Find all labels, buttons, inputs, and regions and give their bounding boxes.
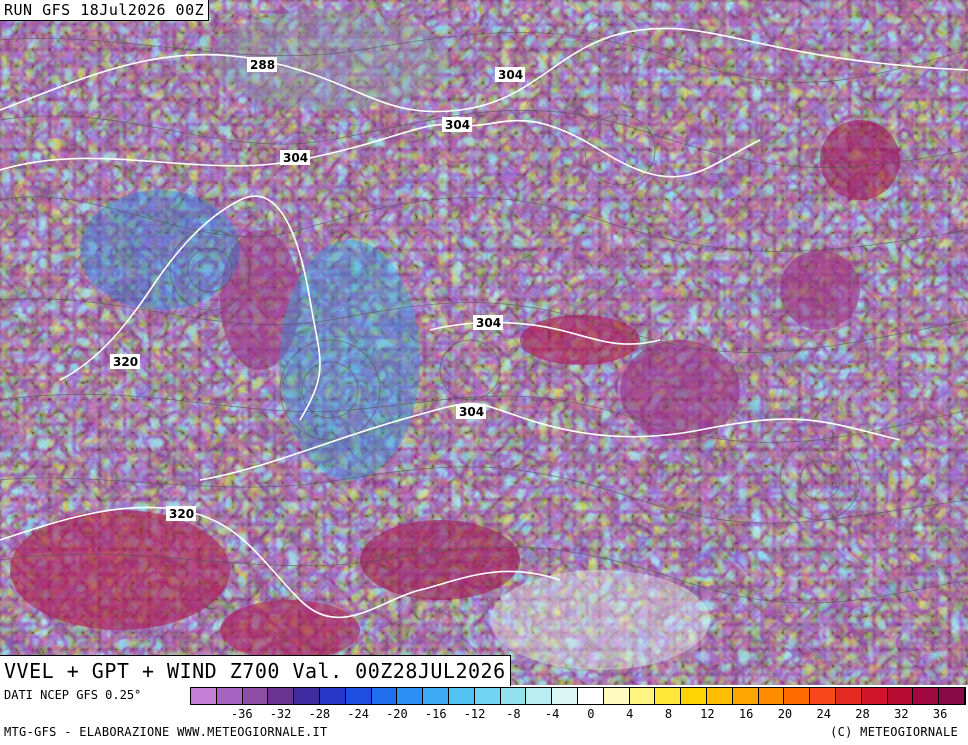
color-swatch (861, 688, 888, 704)
credit-label: MTG-GFS - ELABORAZIONE WWW.METEOGIORNALE… (4, 725, 328, 739)
color-swatch (294, 688, 320, 704)
contour-label: 320 (169, 507, 194, 521)
contour-label: 304 (445, 118, 470, 132)
color-swatch (835, 688, 862, 704)
color-swatch (423, 688, 449, 704)
copyright-label: (C) METEOGIORNALE (830, 725, 958, 739)
color-swatch (448, 688, 475, 704)
color-swatch (474, 688, 501, 704)
color-swatch (268, 688, 295, 704)
color-scale-tick: -20 (386, 707, 408, 721)
color-swatch (732, 688, 759, 704)
contour-label: 304 (459, 405, 484, 419)
color-swatch (577, 688, 604, 704)
contour-label: 288 (250, 58, 275, 72)
color-scale-tick: 36 (932, 707, 948, 721)
contour-label: 320 (113, 355, 138, 369)
color-swatch (319, 688, 346, 704)
wind-streamlines (0, 32, 968, 604)
contour-label: 304 (498, 68, 523, 82)
color-swatch (191, 688, 217, 704)
color-swatch (758, 688, 785, 704)
color-scale-tick: -32 (269, 707, 292, 721)
color-scale-tick: 16 (738, 707, 754, 721)
data-source-label: DATI NCEP GFS 0.25° (4, 688, 142, 702)
color-scale-tick: 24 (816, 707, 831, 721)
color-scale-tick: -36 (230, 707, 253, 721)
color-swatch (706, 688, 733, 704)
subsidence-regions (80, 10, 710, 670)
color-scale-tick: -24 (347, 707, 369, 721)
color-swatch (397, 688, 424, 704)
color-scale-tick: 12 (700, 707, 715, 721)
color-scale-tick: -16 (424, 707, 447, 721)
color-swatch (216, 688, 243, 704)
run-info: RUN GFS 18Jul2026 00Z (0, 0, 210, 21)
color-scale-tick: -4 (544, 707, 560, 721)
color-scale-tick: -28 (308, 707, 331, 721)
color-swatch (655, 688, 682, 704)
contour-labels: 288 304 304 304 304 304 320 320 (110, 57, 525, 521)
color-scale-tick: 20 (777, 707, 793, 721)
color-swatch (810, 688, 836, 704)
color-scale-tick: -12 (463, 707, 486, 721)
vertical-velocity-map: 288 304 304 304 304 304 320 320 (0, 0, 968, 685)
color-swatch (913, 688, 940, 704)
color-scale-tick: 28 (855, 707, 870, 721)
color-swatch (681, 688, 707, 704)
contour-label: 304 (476, 316, 501, 330)
color-scale-tick: -8 (506, 707, 521, 721)
color-swatch (345, 688, 372, 704)
color-swatch (603, 688, 630, 704)
contour-label: 304 (283, 151, 308, 165)
color-swatch (939, 688, 965, 704)
color-scale-tick: 4 (626, 707, 634, 721)
color-scale-tick: 0 (587, 707, 595, 721)
color-swatch (629, 688, 656, 704)
color-swatch (500, 688, 527, 704)
color-scale-bar (190, 687, 966, 705)
color-scale-tick: 32 (894, 707, 909, 721)
color-swatch (242, 688, 269, 704)
color-swatch (371, 688, 398, 704)
color-swatch (887, 688, 914, 704)
color-swatch (784, 688, 811, 704)
color-swatch (526, 688, 553, 704)
color-scale-tick: 8 (664, 707, 673, 721)
color-scale-ticks: -36 -32 -28 -24 -20 -16 -12 -8 -4 0 4 8 12 16 20 24 28 32… (190, 707, 966, 723)
map-title: VVEL + GPT + WIND Z700 Val. 00Z28JUL2026 (0, 655, 511, 686)
color-swatch (552, 688, 578, 704)
